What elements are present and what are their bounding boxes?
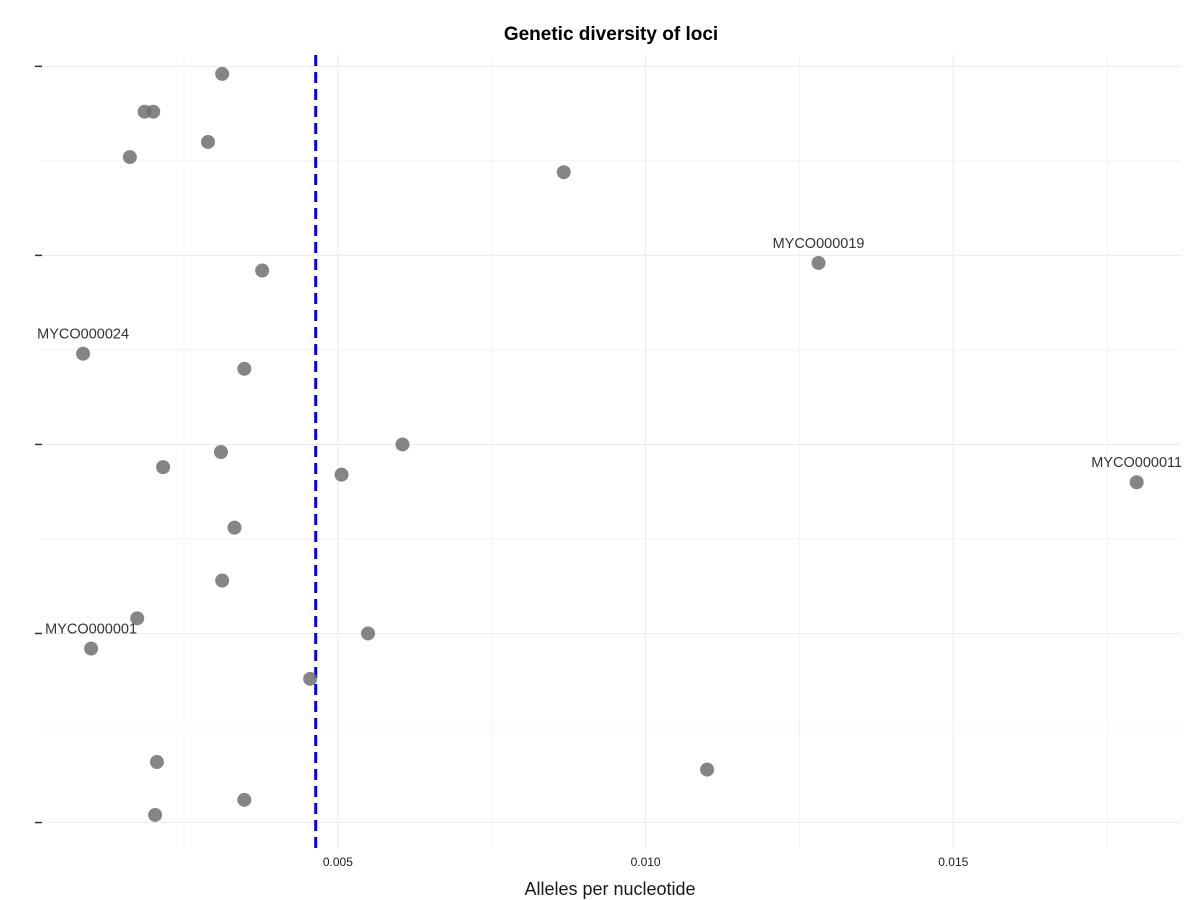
x-tick-label: 0.005 [323, 855, 353, 869]
grid-layer [40, 55, 1181, 849]
data-point [255, 263, 270, 278]
data-point [84, 641, 99, 656]
data-point [237, 792, 252, 807]
data-point [556, 165, 571, 180]
data-point [76, 346, 91, 361]
data-point [395, 437, 410, 452]
chart-title: Genetic diversity of loci [504, 24, 718, 45]
data-point [811, 255, 826, 270]
data-point [237, 361, 252, 376]
data-point [122, 150, 137, 165]
data-point [213, 445, 228, 459]
point-label: MYCO000024 [37, 327, 129, 343]
data-point [130, 611, 145, 626]
data-point [334, 467, 349, 482]
data-point [149, 755, 164, 770]
point-label: MYCO000001 [45, 622, 137, 638]
data-point [361, 626, 376, 641]
data-point [215, 573, 230, 588]
data-point [215, 66, 230, 81]
point-labels: MYCO000019 MYCO000024 MYCO000011 MYCO000001 [37, 236, 1182, 638]
x-tick-labels: 0.005 0.010 0.015 [323, 855, 969, 869]
data-point [146, 104, 161, 119]
data-point [303, 671, 318, 686]
x-tick-label: 0.015 [938, 855, 968, 869]
data-point [201, 134, 216, 149]
data-point [1129, 475, 1144, 490]
data-point [700, 762, 715, 777]
point-label: MYCO000011 [1091, 455, 1182, 471]
point-label: MYCO000019 [773, 236, 865, 252]
data-point [227, 520, 242, 535]
x-axis-label: Alleles per nucleotide [524, 879, 695, 899]
data-point [156, 460, 171, 475]
x-tick-label: 0.010 [631, 855, 661, 869]
data-points [76, 66, 1144, 822]
y-axis-ticks [35, 65, 42, 824]
data-point [148, 807, 163, 822]
